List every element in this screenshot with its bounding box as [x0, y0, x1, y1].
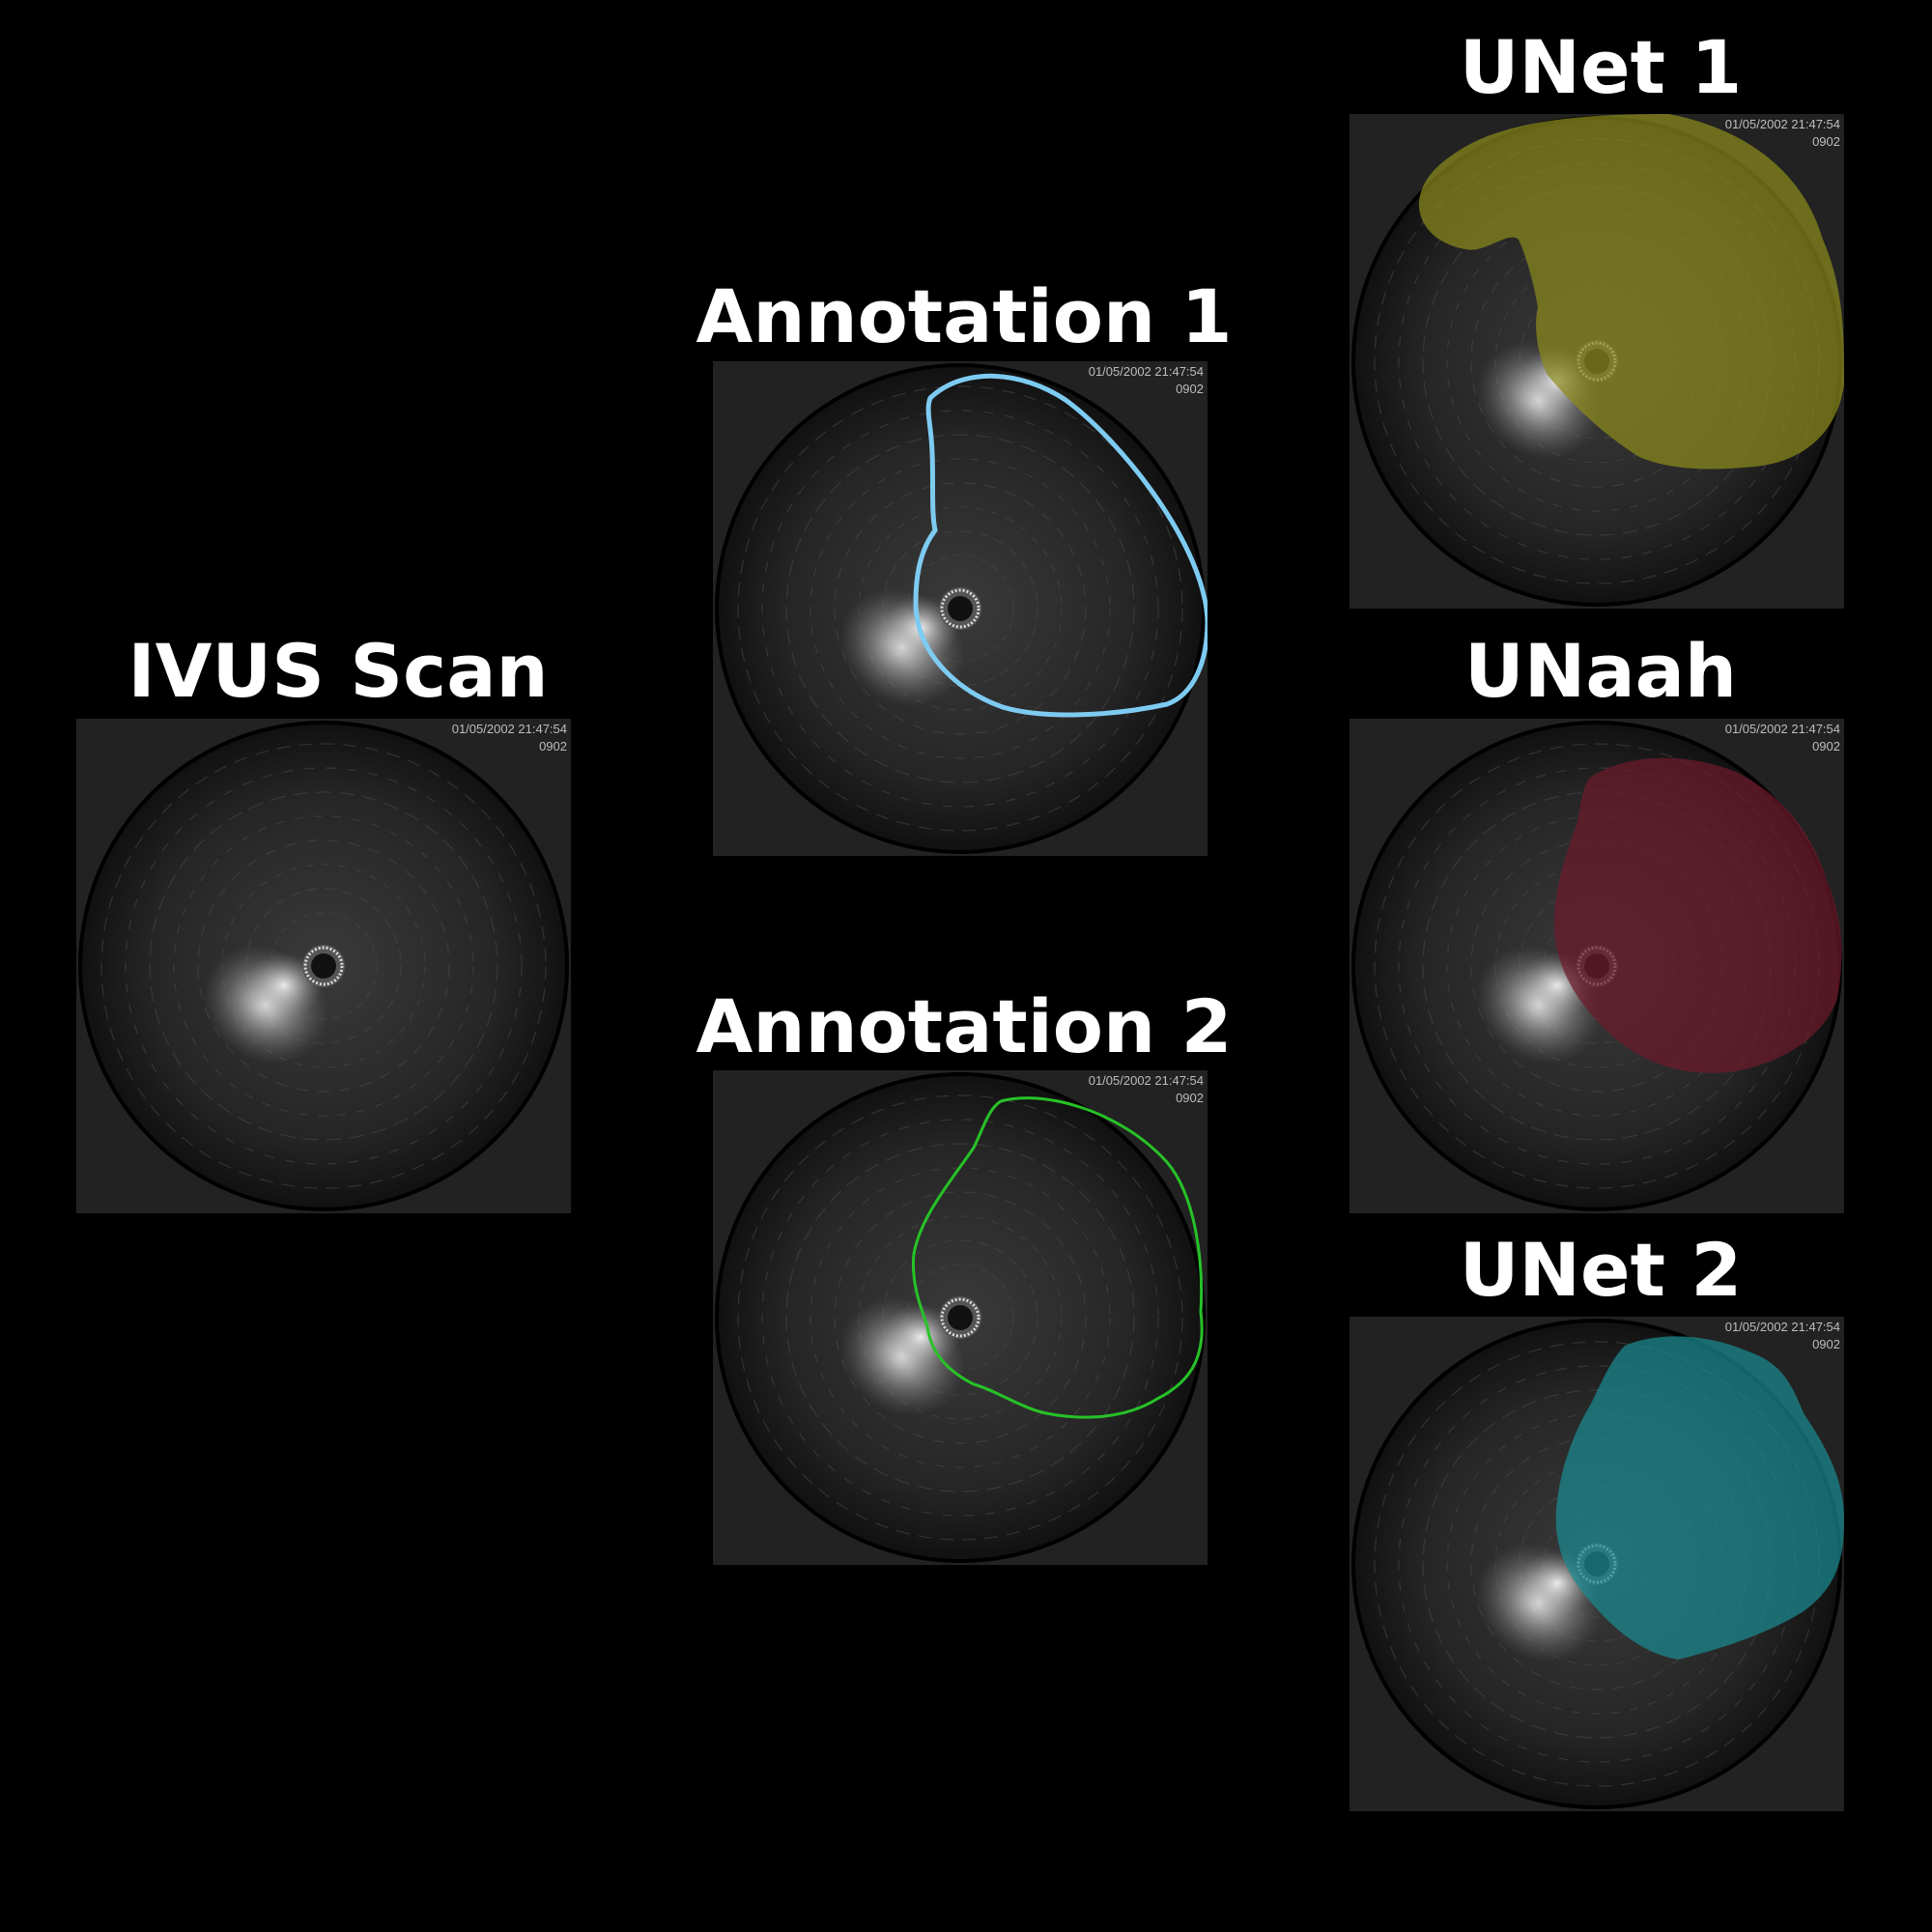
unet-2-panel: 01/05/2002 21:47:54 0902	[1350, 1317, 1844, 1811]
annotation-1-outline	[913, 373, 1208, 718]
annotation-1-panel: 01/05/2002 21:47:54 0902	[713, 361, 1208, 856]
timestamp-text: 01/05/2002 21:47:54	[1724, 722, 1840, 736]
unet-1-panel: 01/05/2002 21:47:54 0902	[1350, 114, 1844, 609]
annotation-2-outline	[911, 1096, 1204, 1419]
scan-timestamp: 01/05/2002 21:47:54 0902	[1725, 1319, 1840, 1353]
unaah-image	[1350, 719, 1844, 1213]
ivus-scan-panel: 01/05/2002 21:47:54 0902	[76, 719, 571, 1213]
unet-1-title: UNet 1	[1459, 24, 1743, 110]
annotation-2-image	[713, 1070, 1208, 1565]
frame-number: 0902	[1812, 1337, 1840, 1351]
unet-2-image	[1350, 1317, 1844, 1811]
annotation-1-image	[713, 361, 1208, 856]
scan-timestamp: 01/05/2002 21:47:54 0902	[1725, 721, 1840, 755]
unaah-title: UNaah	[1464, 628, 1737, 714]
ivus-scan-image	[76, 719, 571, 1213]
unaah-mask	[1553, 757, 1842, 1073]
frame-number: 0902	[539, 739, 567, 753]
frame-number: 0902	[1812, 134, 1840, 149]
frame-number: 0902	[1176, 1091, 1204, 1105]
annotation-2-panel: 01/05/2002 21:47:54 0902	[713, 1070, 1208, 1565]
scan-timestamp: 01/05/2002 21:47:54 0902	[1089, 1072, 1204, 1107]
timestamp-text: 01/05/2002 21:47:54	[451, 722, 567, 736]
unet-1-mask	[1418, 114, 1844, 469]
timestamp-text: 01/05/2002 21:47:54	[1724, 1320, 1840, 1334]
ivus-scan-title: IVUS Scan	[128, 628, 549, 714]
unaah-panel: 01/05/2002 21:47:54 0902	[1350, 719, 1844, 1213]
frame-number: 0902	[1176, 382, 1204, 396]
timestamp-text: 01/05/2002 21:47:54	[1088, 364, 1204, 379]
annotation-1-title: Annotation 1	[696, 273, 1233, 359]
scan-timestamp: 01/05/2002 21:47:54 0902	[1089, 363, 1204, 398]
scan-timestamp: 01/05/2002 21:47:54 0902	[1725, 116, 1840, 151]
scan-timestamp: 01/05/2002 21:47:54 0902	[452, 721, 567, 755]
annotation-2-title: Annotation 2	[696, 983, 1233, 1069]
unet-2-mask	[1555, 1336, 1844, 1660]
frame-number: 0902	[1812, 739, 1840, 753]
timestamp-text: 01/05/2002 21:47:54	[1088, 1073, 1204, 1088]
timestamp-text: 01/05/2002 21:47:54	[1724, 117, 1840, 131]
unet-1-image	[1350, 114, 1844, 609]
unet-2-title: UNet 2	[1459, 1227, 1743, 1313]
